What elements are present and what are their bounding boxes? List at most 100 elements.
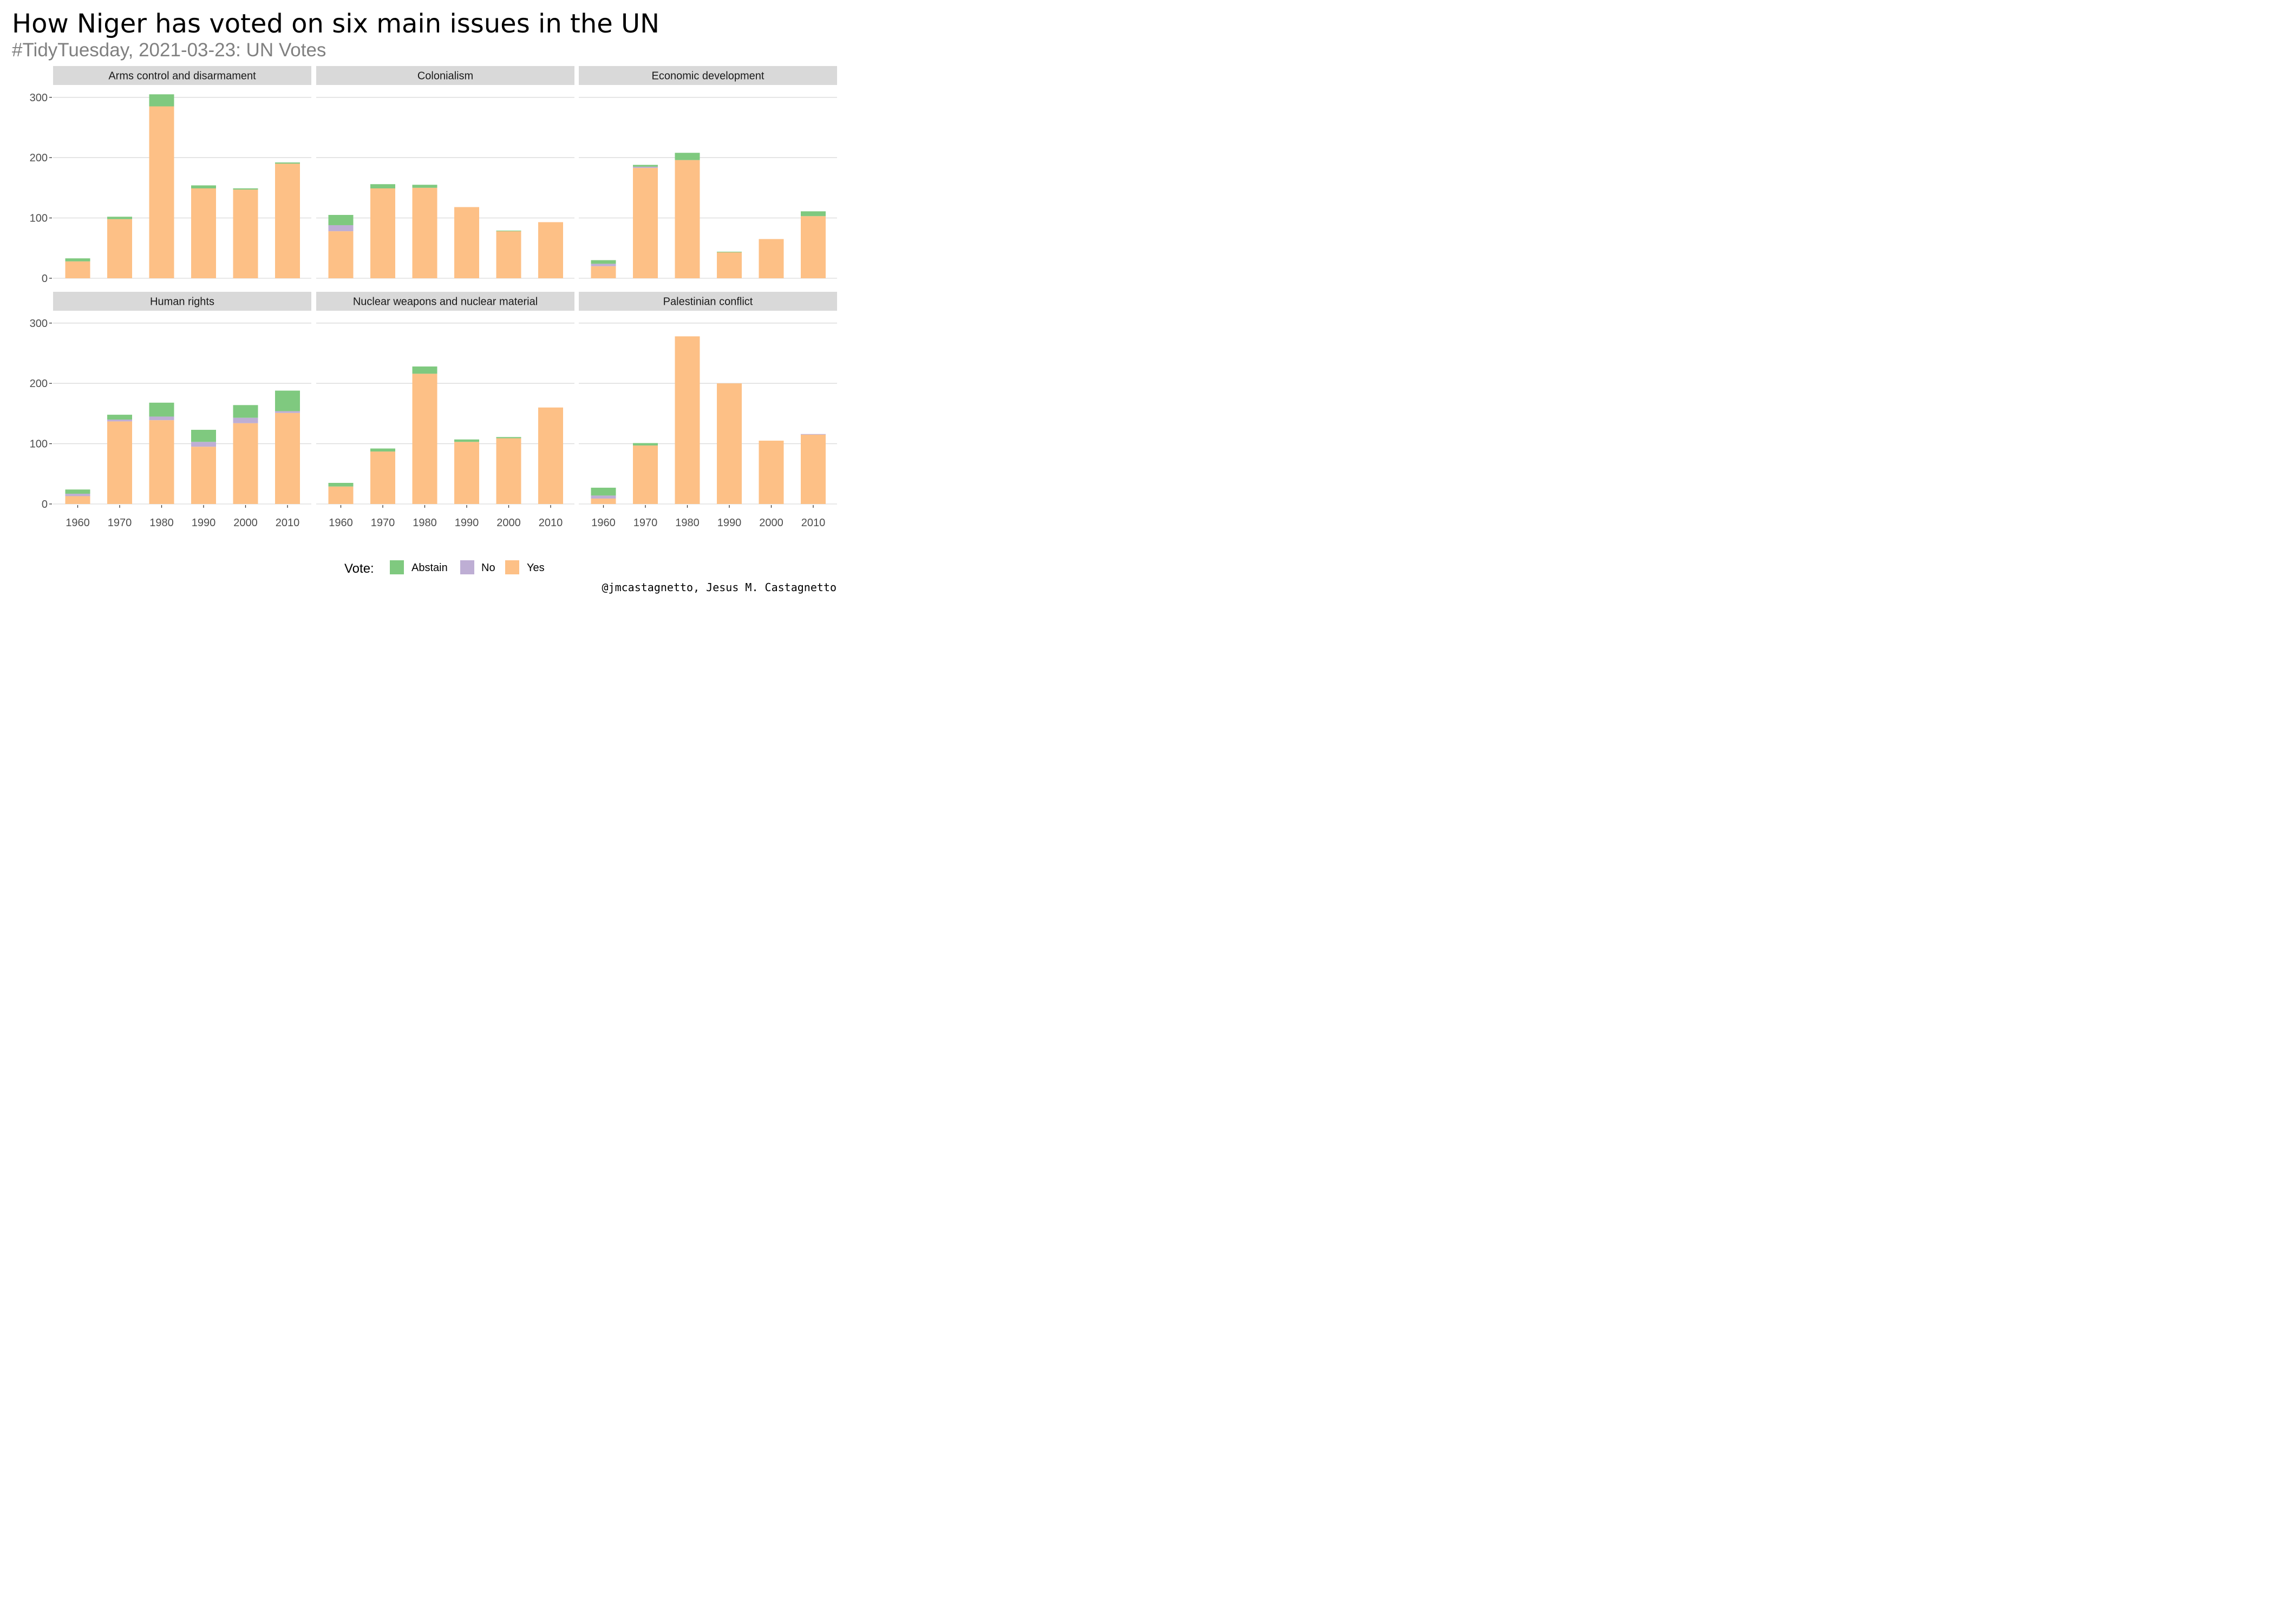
bar-abstain [149,94,174,107]
bar-yes [801,434,826,504]
facet-title: Arms control and disarmament [108,70,256,82]
bar-yes [233,423,258,504]
y-tick-label: 200 [30,152,48,164]
y-tick-label: 0 [42,273,48,285]
facet-panel: Nuclear weapons and nuclear material 1960… [316,292,574,529]
chart-title: How Niger has voted on six main issues i… [12,9,659,39]
x-tick-label: 1990 [192,517,216,529]
bar-abstain [149,402,174,417]
bar-no [801,434,826,435]
x-tick-label: 2010 [276,517,300,529]
x-tick-label: 1960 [591,517,616,529]
facet-strip [579,66,837,85]
bar-abstain [633,443,658,446]
bar-abstain [675,153,700,160]
facet-strip [53,66,311,85]
bar-yes [759,441,784,504]
facet-title: Palestinian conflict [663,296,753,308]
facet-strip [53,292,311,311]
bar-abstain [65,258,90,261]
legend-label-yes: Yes [527,562,545,574]
x-tick-label: 1980 [149,517,174,529]
legend: Vote: Abstain No Yes [344,560,545,576]
legend-key-abstain [390,560,404,574]
y-tick-label: 0 [42,499,48,510]
bar-yes [717,252,742,278]
bar-yes [191,188,216,278]
bar-no [275,411,300,413]
bar-yes [496,231,521,278]
bar-yes [633,168,658,278]
y-tick-label: 300 [30,318,48,330]
bar-yes [496,438,521,504]
bar-no [149,416,174,421]
legend-label-abstain: Abstain [411,562,448,574]
bar-yes [328,231,354,278]
bar-yes [370,451,395,504]
bar-yes [65,496,90,504]
bar-abstain [328,483,354,487]
facet-panel: Palestinian conflict 1960 1970 1980 1990 2000… [579,292,837,529]
bar-no [591,264,616,266]
y-tick-label: 100 [30,213,48,225]
bar-yes [275,163,300,278]
bar-yes [591,498,616,504]
bar-abstain [801,211,826,217]
x-tick-label: 1970 [633,517,658,529]
facet-title: Colonialism [417,70,473,82]
bar-yes [591,266,616,278]
legend-label-no: No [481,562,495,574]
chart: How Niger has voted on six main issues i… [12,9,837,594]
bar-yes [538,407,563,504]
facet-grid: Arms control and disarmament 0 100 200 300 Co… [30,66,837,529]
facet-title: Nuclear weapons and nuclear material [353,296,538,308]
bar-yes [328,486,354,504]
bar-yes [675,336,700,504]
facet-title: Economic development [652,70,764,82]
bar-yes [717,383,742,504]
bar-no [191,442,216,447]
x-tick-label: 1980 [413,517,437,529]
bar-yes [149,106,174,278]
x-tick-label: 1970 [108,517,132,529]
x-tick-label: 1960 [329,517,353,529]
facet-strip [316,292,574,311]
bar-yes [412,187,437,278]
bar-yes [454,207,479,278]
legend-key-no [460,560,474,574]
bar-abstain [370,184,395,189]
bar-yes [275,412,300,504]
bar-abstain [275,390,300,411]
facet-panel: Colonialism [316,66,574,279]
bar-yes [454,442,479,504]
x-tick-label: 1990 [717,517,742,529]
bar-abstain [65,489,90,494]
bar-yes [538,222,563,278]
facet-title: Human rights [150,296,214,308]
y-tick-label: 100 [30,438,48,450]
x-tick-label: 1960 [66,517,90,529]
bar-yes [675,160,700,278]
caption: @jmcastagnetto, Jesus M. Castagnetto [602,581,837,594]
bar-abstain [591,260,616,264]
bar-yes [759,239,784,278]
bar-abstain [275,162,300,164]
bar-abstain [233,405,258,418]
bar-no [633,166,658,168]
bar-abstain [633,165,658,167]
y-tick-label: 200 [30,378,48,390]
x-tick-label: 1990 [455,517,479,529]
bar-yes [233,189,258,278]
bar-no [107,420,132,422]
bar-abstain [328,215,354,225]
bar-yes [191,447,216,504]
y-tick-label: 300 [30,92,48,104]
bar-yes [107,219,132,278]
x-tick-label: 1970 [371,517,395,529]
x-tick-label: 2000 [496,517,521,529]
bar-yes [801,216,826,278]
bar-yes [107,421,132,504]
bar-abstain [191,429,216,442]
x-tick-label: 2010 [801,517,826,529]
chart-subtitle: #TidyTuesday, 2021-03-23: UN Votes [12,40,326,61]
